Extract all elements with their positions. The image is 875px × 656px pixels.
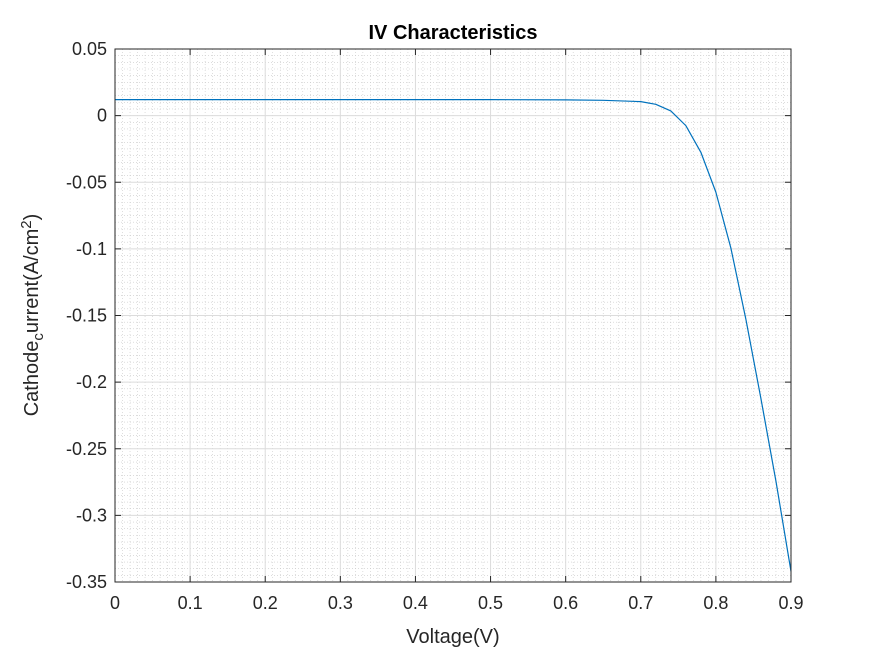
y-tick-label: -0.35 <box>66 572 107 592</box>
x-tick-label: 0.7 <box>628 593 653 613</box>
y-axis-label-middle: urrent(A/cm <box>21 229 43 333</box>
y-axis-label-superscript: 2 <box>18 220 35 228</box>
x-tick-label: 0.8 <box>703 593 728 613</box>
chart-title: IV Characteristics <box>369 22 538 44</box>
y-axis-label-subscript: c <box>30 333 47 341</box>
x-tick-label: 0.3 <box>328 593 353 613</box>
tick-marks <box>114 48 792 583</box>
y-axis-label: Cathodecurrent(A/cm2) <box>18 214 46 417</box>
y-tick-label: -0.3 <box>76 505 107 525</box>
x-tick-label: 0.4 <box>403 593 428 613</box>
x-tick-label: 0 <box>110 593 120 613</box>
y-tick-label: 0 <box>97 106 107 126</box>
x-tick-label: 0.1 <box>178 593 203 613</box>
x-tick-label: 0.2 <box>253 593 278 613</box>
x-tick-label: 0.9 <box>778 593 803 613</box>
series-layer <box>115 99 792 572</box>
y-tick-label: -0.15 <box>66 306 107 326</box>
y-tick-labels: 0.05 0 -0.05 -0.1 -0.15 -0.2 -0.25 -0.3 -0.35 <box>66 39 107 592</box>
y-tick-label: -0.2 <box>76 372 107 392</box>
y-tick-label: -0.05 <box>66 172 107 192</box>
x-tick-labels: 0 0.1 0.2 0.3 0.4 0.5 0.6 0.7 0.8 0.9 <box>110 593 804 613</box>
minor-grid <box>114 48 792 583</box>
y-tick-label: -0.1 <box>76 239 107 259</box>
y-axis-label-base: Cathode <box>21 341 43 417</box>
x-axis-label: Voltage(V) <box>406 626 499 648</box>
x-tick-label: 0.6 <box>553 593 578 613</box>
series-line <box>115 99 792 572</box>
y-tick-label: 0.05 <box>72 39 107 59</box>
y-tick-label: -0.25 <box>66 439 107 459</box>
y-axis-label-end: ) <box>21 214 43 221</box>
x-tick-label: 0.5 <box>478 593 503 613</box>
